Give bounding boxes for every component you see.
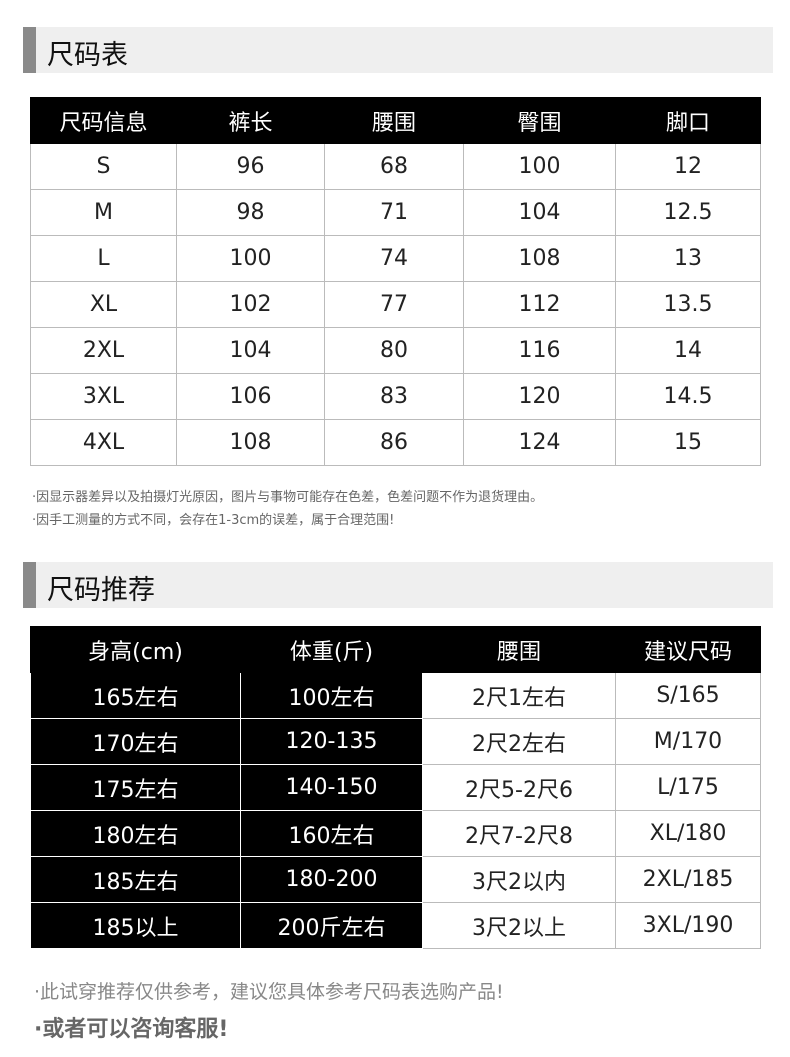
table-cell: 96 [176, 143, 325, 190]
table-cell: 12.5 [615, 189, 761, 236]
table-cell: 100 [463, 143, 616, 190]
table-cell: 106 [176, 373, 325, 420]
table-cell: 140-150 [240, 764, 423, 811]
column-header: 裤长 [176, 97, 325, 144]
table-cell: 74 [324, 235, 464, 282]
table-cell: 2尺7-2尺8 [422, 810, 616, 857]
table-row: 3XL 106 83 120 14.5 [30, 373, 761, 420]
table-cell: 68 [324, 143, 464, 190]
table-cell: 2XL [30, 327, 177, 374]
table-cell: 170左右 [30, 718, 241, 765]
table-cell: M/170 [615, 718, 761, 765]
table-cell: 3尺2以上 [422, 902, 616, 949]
table-cell: 14.5 [615, 373, 761, 420]
accent-bar [23, 27, 36, 73]
section-title: 尺码表 [47, 40, 128, 71]
table-row: M 98 71 104 12.5 [30, 189, 761, 236]
table-cell: 13 [615, 235, 761, 282]
table-cell: 124 [463, 419, 616, 466]
table-cell: M [30, 189, 177, 236]
table-cell: 108 [176, 419, 325, 466]
table-cell: S [30, 143, 177, 190]
table-cell: 15 [615, 419, 761, 466]
table-cell: 185左右 [30, 856, 241, 903]
table-cell: 104 [176, 327, 325, 374]
recommendation-table: 身高(cm) 体重(斤) 腰围 建议尺码 165左右 100左右 2尺1左右 S/165 17… [30, 626, 761, 949]
table-cell: 104 [463, 189, 616, 236]
table-cell: 2尺2左右 [422, 718, 616, 765]
table-cell: 4XL [30, 419, 177, 466]
table-cell: 185以上 [30, 902, 241, 949]
table-row: 180左右 160左右 2尺7-2尺8 XL/180 [30, 810, 761, 857]
section-header-recommendation: 尺码推荐 [23, 562, 773, 608]
table-cell: 108 [463, 235, 616, 282]
table-cell: 12 [615, 143, 761, 190]
note-color-difference: ·因显示器差异以及拍摄灯光原因，图片与事物可能存在色差，色差问题不作为退货理由。 [32, 490, 544, 505]
column-header: 建议尺码 [615, 626, 761, 673]
table-cell: 165左右 [30, 672, 241, 719]
table-cell: 14 [615, 327, 761, 374]
table-row: 4XL 108 86 124 15 [30, 419, 761, 466]
table-row: L 100 74 108 13 [30, 235, 761, 282]
column-header: 臀围 [463, 97, 616, 144]
table-cell: 180左右 [30, 810, 241, 857]
table-cell: 102 [176, 281, 325, 328]
table-row: 185左右 180-200 3尺2以内 2XL/185 [30, 856, 761, 903]
table-cell: 77 [324, 281, 464, 328]
table-row: 165左右 100左右 2尺1左右 S/165 [30, 672, 761, 719]
section-title: 尺码推荐 [47, 575, 155, 606]
table-cell: 3尺2以内 [422, 856, 616, 903]
table-row: S 96 68 100 12 [30, 143, 761, 190]
column-header: 身高(cm) [30, 626, 241, 673]
table-row: XL 102 77 112 13.5 [30, 281, 761, 328]
table-cell: 3XL/190 [615, 902, 761, 949]
table-row: 185以上 200斤左右 3尺2以上 3XL/190 [30, 902, 761, 949]
table-cell: 71 [324, 189, 464, 236]
table-cell: 120-135 [240, 718, 423, 765]
table-cell: 175左右 [30, 764, 241, 811]
table-cell: 112 [463, 281, 616, 328]
note-measurement-error: ·因手工测量的方式不同，会存在1-3cm的误差，属于合理范围! [32, 513, 395, 528]
accent-bar [23, 562, 36, 608]
table-row: 170左右 120-135 2尺2左右 M/170 [30, 718, 761, 765]
table-cell: XL/180 [615, 810, 761, 857]
table-cell: 2XL/185 [615, 856, 761, 903]
table-cell: S/165 [615, 672, 761, 719]
table-row: 175左右 140-150 2尺5-2尺6 L/175 [30, 764, 761, 811]
table-cell: 98 [176, 189, 325, 236]
table-cell: 116 [463, 327, 616, 374]
column-header: 尺码信息 [30, 97, 177, 144]
table-cell: 2尺5-2尺6 [422, 764, 616, 811]
footer-contact-note: ·或者可以咨询客服! [34, 1017, 229, 1042]
section-header-size-chart: 尺码表 [23, 27, 773, 73]
table-cell: 86 [324, 419, 464, 466]
table-cell: 120 [463, 373, 616, 420]
table-cell: 100左右 [240, 672, 423, 719]
table-cell: XL [30, 281, 177, 328]
table-cell: 80 [324, 327, 464, 374]
table-cell: 2尺1左右 [422, 672, 616, 719]
table-cell: L/175 [615, 764, 761, 811]
size-table: 尺码信息 裤长 腰围 臀围 脚口 S 96 68 100 12 M 98 71 104 12.5 L 100 7… [30, 97, 761, 466]
table-cell: L [30, 235, 177, 282]
table-cell: 100 [176, 235, 325, 282]
table-cell: 3XL [30, 373, 177, 420]
table-header-row: 尺码信息 裤长 腰围 臀围 脚口 [30, 97, 761, 144]
table-cell: 180-200 [240, 856, 423, 903]
column-header: 腰围 [324, 97, 464, 144]
table-cell: 13.5 [615, 281, 761, 328]
table-cell: 160左右 [240, 810, 423, 857]
column-header: 腰围 [422, 626, 616, 673]
table-cell: 200斤左右 [240, 902, 423, 949]
table-cell: 83 [324, 373, 464, 420]
table-row: 2XL 104 80 116 14 [30, 327, 761, 374]
footer-note: ·此试穿推荐仅供参考，建议您具体参考尺码表选购产品! [34, 981, 504, 1003]
column-header: 体重(斤) [240, 626, 423, 673]
column-header: 脚口 [615, 97, 761, 144]
table-header-row: 身高(cm) 体重(斤) 腰围 建议尺码 [30, 626, 761, 673]
